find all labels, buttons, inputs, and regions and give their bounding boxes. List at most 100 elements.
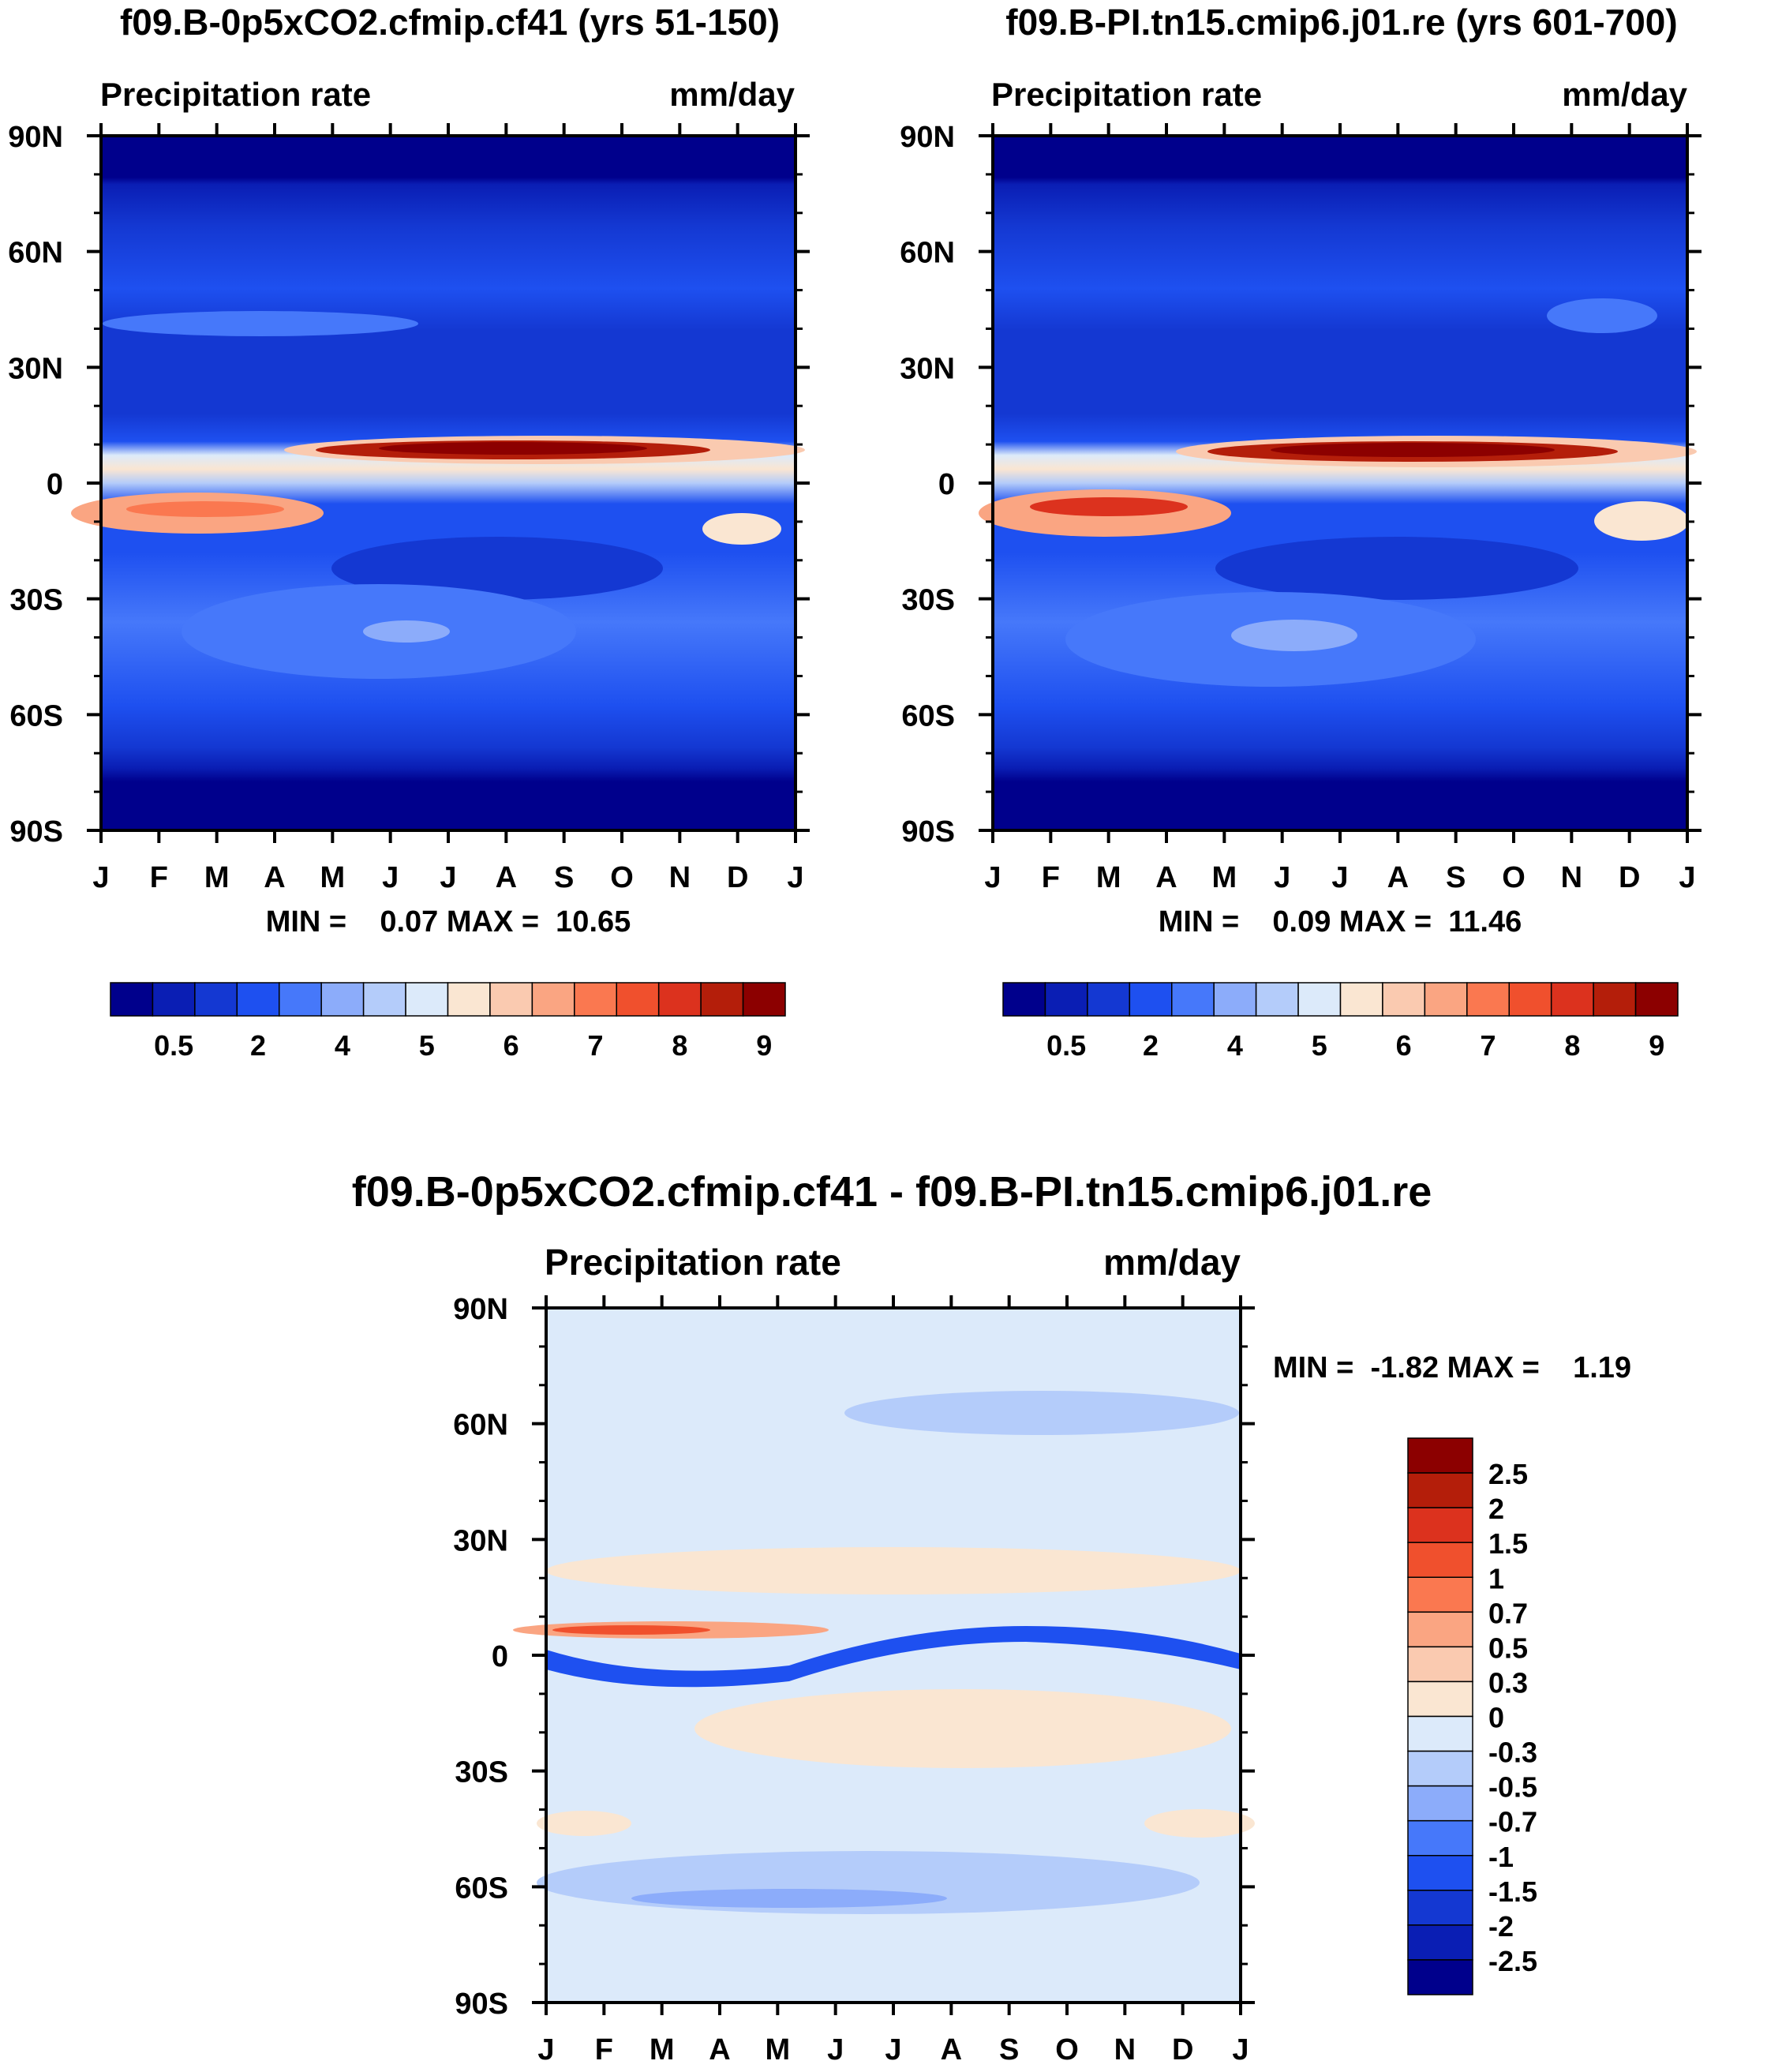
- positive-southeast: [1144, 1809, 1255, 1838]
- colorbar-swatch: [1407, 1542, 1473, 1578]
- colorbar-swatch: [405, 982, 449, 1017]
- colorbar-label: -0.3: [1488, 1737, 1537, 1769]
- itcz-peak: [379, 442, 647, 455]
- colorbar-label: 0.7: [1488, 1597, 1528, 1629]
- positive-south-band: [694, 1689, 1231, 1768]
- itcz-peak: [1271, 443, 1555, 457]
- colorbar-label: 8: [1564, 1029, 1580, 1062]
- dry-zone: [1215, 537, 1578, 600]
- x-tick-label: O: [1055, 2033, 1079, 2066]
- colorbar-label: 8: [672, 1029, 687, 1062]
- x-tick-label: S: [554, 861, 574, 894]
- x-tick-label: D: [727, 861, 748, 894]
- y-tick-label: 90S: [455, 1988, 508, 2021]
- y-tick-label: 60S: [455, 1872, 508, 1905]
- panel-title: f09.B-PI.tn15.cmip6.j01.re (yrs 601-700): [1005, 2, 1677, 43]
- y-tick-label: 90N: [453, 1293, 508, 1326]
- colorbar-swatch: [1087, 982, 1131, 1017]
- field-background: [993, 136, 1687, 830]
- x-tick-label: J: [1331, 861, 1348, 894]
- colorbar-swatch: [531, 982, 575, 1017]
- x-tick-label: J: [827, 2033, 844, 2066]
- colorbar-swatch: [1407, 1959, 1473, 1995]
- colorbar-swatch: [1407, 1472, 1473, 1508]
- x-tick-label: J: [382, 861, 399, 894]
- colorbar-swatch: [657, 982, 702, 1017]
- colorbar-swatch: [1407, 1576, 1473, 1613]
- positive-southwest: [537, 1811, 631, 1836]
- y-tick-label: 0: [492, 1640, 508, 1673]
- colorbar-label: 1.5: [1488, 1527, 1528, 1560]
- colorbar-label: 7: [588, 1029, 604, 1062]
- colorbar-swatch: [1407, 1819, 1473, 1857]
- colorbar-label: -1.5: [1488, 1875, 1537, 1908]
- colorbar-swatch: [1550, 982, 1594, 1017]
- negative-south-core: [631, 1889, 947, 1908]
- colorbar-swatch: [1407, 1611, 1473, 1648]
- x-tick-label: J: [885, 2033, 901, 2066]
- colorbar-swatch: [1407, 1855, 1473, 1891]
- min-max: MIN = -1.82 MAX = 1.19: [1273, 1351, 1631, 1384]
- east-zone: [1594, 501, 1689, 541]
- positive-peak: [552, 1625, 710, 1635]
- colorbar-swatch: [362, 982, 406, 1017]
- colorbar-swatch: [742, 982, 786, 1017]
- colorbar: 0.5 2 4 5 6 7 8 9: [110, 982, 786, 1062]
- colorbar-label: 5: [1312, 1029, 1327, 1062]
- colorbar-swatch: [1593, 982, 1637, 1017]
- colorbar-swatch: [1171, 982, 1215, 1017]
- colorbar-label: -1: [1488, 1841, 1514, 1873]
- x-tick-label: J: [440, 861, 456, 894]
- colorbar-swatch: [574, 982, 617, 1017]
- y-tick-label: 30S: [455, 1756, 508, 1789]
- north-zone: [1547, 298, 1657, 333]
- colorbar-swatch: [1407, 1750, 1473, 1787]
- colorbar-label: 2: [1143, 1029, 1159, 1062]
- colorbar-swatch: [194, 982, 238, 1017]
- colorbar-swatch: [447, 982, 491, 1017]
- x-tick-label: N: [1561, 861, 1582, 894]
- colorbar-label: -0.7: [1488, 1806, 1537, 1838]
- colorbar-swatch: [616, 982, 660, 1017]
- y-tick-label: 30N: [8, 352, 63, 385]
- min-max: MIN = 0.07 MAX = 10.65: [266, 905, 631, 939]
- colorbar-swatch: [1002, 982, 1046, 1017]
- colorbar-label: -2: [1488, 1910, 1514, 1943]
- colorbar-label: 0.3: [1488, 1666, 1528, 1699]
- colorbar-swatch: [1407, 1507, 1473, 1543]
- plot-area: [71, 134, 805, 832]
- variable-label: Precipitation rate: [545, 1242, 841, 1283]
- colorbar-swatch: [1213, 982, 1257, 1017]
- y-tick-label: 0: [47, 468, 63, 501]
- x-tick-label: A: [941, 2033, 962, 2066]
- storm-track-core: [1231, 620, 1357, 651]
- x-tick-label: M: [1096, 861, 1121, 894]
- y-tick-label: 60N: [900, 237, 955, 270]
- y-tick-label: 90S: [901, 815, 955, 849]
- variable-label: Precipitation rate: [100, 76, 371, 113]
- x-tick-label: M: [204, 861, 230, 894]
- units-label: mm/day: [1103, 1242, 1241, 1283]
- colorbar-swatch: [1424, 982, 1468, 1017]
- colorbar-swatch: [1407, 1785, 1473, 1822]
- colorbar-swatch: [1129, 982, 1173, 1017]
- colorbar-swatch: [110, 982, 154, 1017]
- x-tick-label: F: [595, 2033, 613, 2066]
- y-tick-label: 60N: [8, 237, 63, 270]
- colorbar-swatch: [1297, 982, 1342, 1017]
- colorbar-label: 9: [1649, 1029, 1664, 1062]
- panel-title: f09.B-0p5xCO2.cfmip.cf41 (yrs 51-150): [120, 2, 780, 43]
- plot-area: [979, 134, 1697, 832]
- x-tick-label: J: [1679, 861, 1695, 894]
- x-tick-label: M: [320, 861, 346, 894]
- colorbar-label: 1: [1488, 1562, 1504, 1594]
- x-tick-label: D: [1619, 861, 1640, 894]
- negative-north: [844, 1391, 1239, 1435]
- colorbar-label: 6: [1396, 1029, 1412, 1062]
- y-tick-label: 90N: [8, 121, 63, 154]
- x-tick-label: D: [1172, 2033, 1193, 2066]
- colorbar-swatch: [489, 982, 533, 1017]
- units-label: mm/day: [669, 76, 795, 113]
